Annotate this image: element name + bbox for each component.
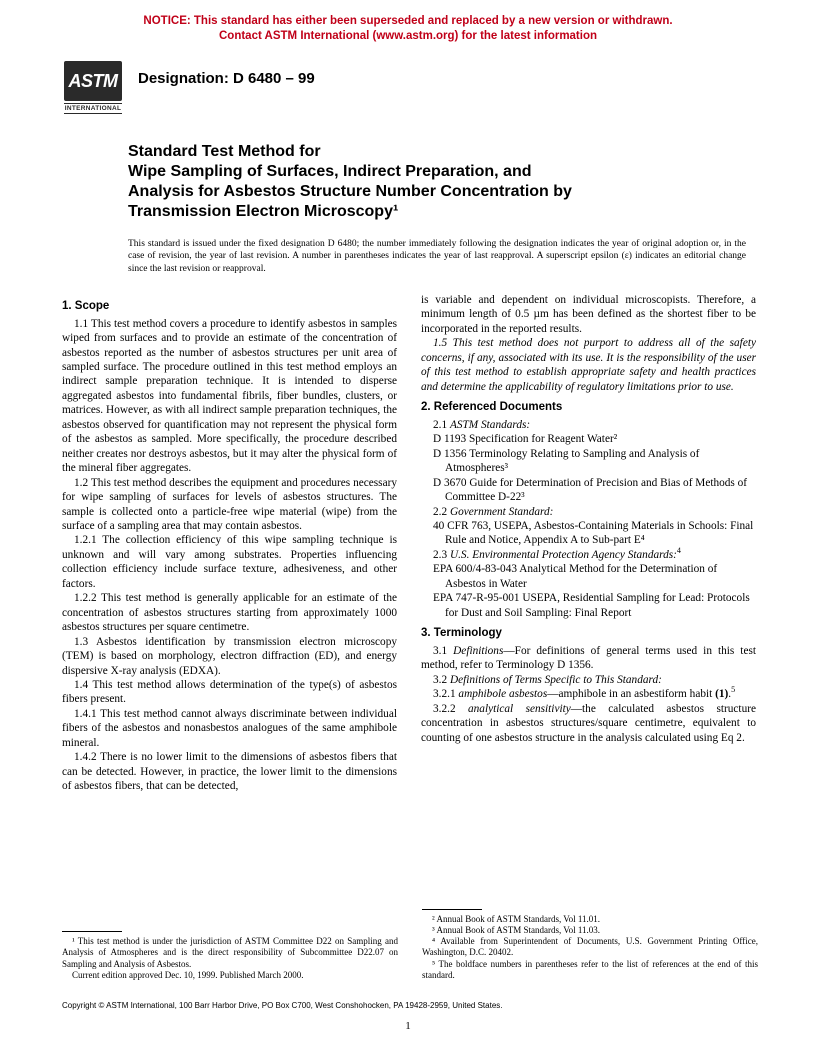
term-3.2: 3.2 Definitions of Terms Specific to Thi… [421, 673, 756, 687]
para-1.4.1: 1.4.1 This test method cannot always dis… [62, 707, 397, 750]
header-row: ASTM INTERNATIONAL Designation: D 6480 –… [0, 50, 816, 120]
notice-line1: NOTICE: This standard has either been su… [143, 15, 672, 27]
para-1.2.2: 1.2.2 This test method is generally appl… [62, 591, 397, 634]
footnote-2: ² Annual Book of ASTM Standards, Vol 11.… [422, 914, 758, 925]
ref-EPA1: EPA 600/4-83-043 Analytical Method for t… [421, 562, 756, 591]
logo-top: ASTM [64, 61, 122, 101]
para-1.4.2: 1.4.2 There is no lower limit to the dim… [62, 750, 397, 793]
astm-logo: ASTM INTERNATIONAL [62, 56, 124, 120]
ref-EPA2: EPA 747-R-95-001 USEPA, Residential Samp… [421, 591, 756, 620]
designation: Designation: D 6480 – 99 [138, 70, 315, 87]
terminology-heading: 3. Terminology [421, 626, 756, 641]
footnote-5: ⁵ The boldface numbers in parentheses re… [422, 959, 758, 982]
ref-D1193: D 1193 Specification for Reagent Water² [421, 432, 756, 446]
para-1.2.1: 1.2.1 The collection efficiency of this … [62, 533, 397, 591]
para-1.3: 1.3 Asbestos identification by transmiss… [62, 635, 397, 678]
footnotes-right: ² Annual Book of ASTM Standards, Vol 11.… [422, 905, 758, 982]
para-1.2: 1.2 This test method describes the equip… [62, 476, 397, 534]
para-1.1: 1.1 This test method covers a procedure … [62, 317, 397, 476]
term-3.2.2: 3.2.2 analytical sensitivity—the calcula… [421, 702, 756, 745]
scope-heading: 1. Scope [62, 299, 397, 314]
left-column: 1. Scope 1.1 This test method covers a p… [62, 293, 397, 794]
issuance-note: This standard is issued under the fixed … [0, 228, 816, 275]
footnote-3: ³ Annual Book of ASTM Standards, Vol 11.… [422, 925, 758, 936]
footnotes-left: ¹ This test method is under the jurisdic… [62, 927, 398, 981]
copyright: Copyright © ASTM International, 100 Barr… [62, 1001, 503, 1010]
title-block: Standard Test Method for Wipe Sampling o… [0, 120, 816, 228]
title: Standard Test Method for Wipe Sampling o… [128, 142, 744, 222]
right-column: is variable and dependent on individual … [421, 293, 756, 794]
page-number: 1 [0, 1020, 816, 1032]
para-1.5: 1.5 This test method does not purport to… [421, 336, 756, 394]
logo-bottom: INTERNATIONAL [64, 103, 122, 114]
footnote-1: ¹ This test method is under the jurisdic… [62, 936, 398, 970]
ref-2.2: 2.2 Government Standard: [421, 505, 756, 519]
ref-2.3: 2.3 U.S. Environmental Protection Agency… [421, 548, 756, 562]
ref-40cfr: 40 CFR 763, USEPA, Asbestos-Containing M… [421, 519, 756, 548]
ref-D1356: D 1356 Terminology Relating to Sampling … [421, 447, 756, 476]
refdocs-heading: 2. Referenced Documents [421, 400, 756, 415]
term-3.1: 3.1 Definitions—For definitions of gener… [421, 644, 756, 673]
notice-banner: NOTICE: This standard has either been su… [0, 0, 816, 50]
para-1.4: 1.4 This test method allows determinatio… [62, 678, 397, 707]
para-cont: is variable and dependent on individual … [421, 293, 756, 336]
notice-line2: Contact ASTM International (www.astm.org… [219, 30, 597, 42]
ref-D3670: D 3670 Guide for Determination of Precis… [421, 476, 756, 505]
footnote-1b: Current edition approved Dec. 10, 1999. … [62, 970, 398, 981]
term-3.2.1: 3.2.1 amphibole asbestos—amphibole in an… [421, 687, 756, 701]
body-columns: 1. Scope 1.1 This test method covers a p… [0, 275, 816, 794]
footnote-4: ⁴ Available from Superintendent of Docum… [422, 936, 758, 959]
ref-2.1: 2.1 ASTM Standards: [421, 418, 756, 432]
